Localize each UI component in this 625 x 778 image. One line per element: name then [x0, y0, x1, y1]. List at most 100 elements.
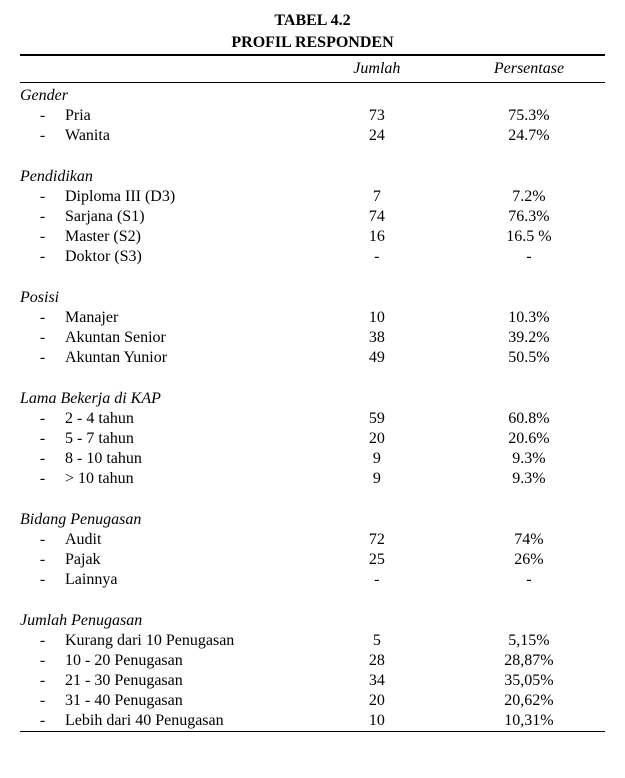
table-row: -5 - 7 tahun 20 20.6%	[20, 429, 605, 449]
item-jumlah: 25	[301, 550, 453, 570]
bullet-icon: -	[20, 329, 65, 347]
item-jumlah: -	[301, 247, 453, 267]
group-posisi: Posisi -Manajer 10 10.3% -Akuntan Senior…	[20, 285, 605, 386]
bullet-icon: -	[20, 228, 65, 246]
header-blank	[20, 55, 301, 83]
item-jumlah: -	[301, 570, 453, 590]
item-label: Pria	[65, 107, 91, 125]
table-row: -Doktor (S3) - -	[20, 247, 605, 267]
group-lama-bekerja: Lama Bekerja di KAP -2 - 4 tahun 59 60.8…	[20, 386, 605, 507]
table-row: -Manajer 10 10.3%	[20, 308, 605, 328]
bullet-icon: -	[20, 531, 65, 549]
item-label: Audit	[65, 531, 101, 549]
item-persen: 75.3%	[453, 106, 605, 126]
item-jumlah: 5	[301, 631, 453, 651]
item-persen: 28,87%	[453, 651, 605, 671]
table-row: -Sarjana (S1) 74 76.3%	[20, 207, 605, 227]
group-title: Bidang Penugasan	[20, 507, 605, 530]
table-row: -Wanita 24 24.7%	[20, 126, 605, 146]
bullet-icon: -	[20, 127, 65, 145]
item-persen: 10,31%	[453, 711, 605, 732]
item-label: 2 - 4 tahun	[65, 410, 134, 428]
item-persen: 7.2%	[453, 187, 605, 207]
item-persen: 9.3%	[453, 449, 605, 469]
table-row: -Lebih dari 40 Penugasan 10 10,31%	[20, 711, 605, 732]
item-jumlah: 34	[301, 671, 453, 691]
table-row: -8 - 10 tahun 9 9.3%	[20, 449, 605, 469]
item-persen: 9.3%	[453, 469, 605, 489]
bullet-icon: -	[20, 470, 65, 488]
item-label: Lebih dari 40 Penugasan	[65, 712, 224, 730]
bullet-icon: -	[20, 430, 65, 448]
group-title: Jumlah Penugasan	[20, 608, 605, 631]
bullet-icon: -	[20, 632, 65, 650]
item-persen: 35,05%	[453, 671, 605, 691]
bullet-icon: -	[20, 188, 65, 206]
item-jumlah: 10	[301, 711, 453, 732]
item-persen: -	[453, 247, 605, 267]
bullet-icon: -	[20, 712, 65, 730]
table-row: -Pajak 25 26%	[20, 550, 605, 570]
item-jumlah: 7	[301, 187, 453, 207]
table-number: TABEL 4.2	[20, 10, 605, 32]
item-persen: 10.3%	[453, 308, 605, 328]
item-label: 21 - 30 Penugasan	[65, 672, 183, 690]
item-label: Master (S2)	[65, 228, 141, 246]
item-persen: 20.6%	[453, 429, 605, 449]
bullet-icon: -	[20, 107, 65, 125]
table-row: -31 - 40 Penugasan 20 20,62%	[20, 691, 605, 711]
header-jumlah: Jumlah	[301, 55, 453, 83]
item-label: > 10 tahun	[65, 470, 134, 488]
bullet-icon: -	[20, 672, 65, 690]
item-jumlah: 9	[301, 469, 453, 489]
item-jumlah: 16	[301, 227, 453, 247]
item-jumlah: 24	[301, 126, 453, 146]
item-jumlah: 38	[301, 328, 453, 348]
item-persen: -	[453, 570, 605, 590]
item-label: 8 - 10 tahun	[65, 450, 142, 468]
item-persen: 16.5 %	[453, 227, 605, 247]
item-label: Lainnya	[65, 571, 117, 589]
header-persentase: Persentase	[453, 55, 605, 83]
group-gender: Gender -Pria 73 75.3% -Wanita 24 24.7%	[20, 83, 605, 165]
table-row: -Lainnya - -	[20, 570, 605, 590]
group-title: Pendidikan	[20, 164, 605, 187]
item-persen: 76.3%	[453, 207, 605, 227]
item-label: Diploma III (D3)	[65, 188, 175, 206]
item-jumlah: 10	[301, 308, 453, 328]
table-row: -Audit 72 74%	[20, 530, 605, 550]
item-label: Sarjana (S1)	[65, 208, 145, 226]
bullet-icon: -	[20, 410, 65, 428]
group-title: Lama Bekerja di KAP	[20, 386, 605, 409]
item-label: Kurang dari 10 Penugasan	[65, 632, 234, 650]
table-row: -Akuntan Senior 38 39.2%	[20, 328, 605, 348]
item-label: Doktor (S3)	[65, 248, 142, 266]
item-jumlah: 72	[301, 530, 453, 550]
table-row: -Akuntan Yunior 49 50.5%	[20, 348, 605, 368]
item-jumlah: 20	[301, 429, 453, 449]
bullet-icon: -	[20, 450, 65, 468]
item-label: Manajer	[65, 309, 118, 327]
item-persen: 24.7%	[453, 126, 605, 146]
item-label: Akuntan Yunior	[65, 349, 167, 367]
table-row: -Diploma III (D3) 7 7.2%	[20, 187, 605, 207]
group-bidang-penugasan: Bidang Penugasan -Audit 72 74% -Pajak 25…	[20, 507, 605, 608]
table-row: -Kurang dari 10 Penugasan 5 5,15%	[20, 631, 605, 651]
table-row: -2 - 4 tahun 59 60.8%	[20, 409, 605, 429]
table-title: PROFIL RESPONDEN	[20, 32, 605, 54]
profil-responden-table: Jumlah Persentase Gender -Pria 73 75.3% …	[20, 54, 605, 732]
table-row: -> 10 tahun 9 9.3%	[20, 469, 605, 489]
group-jumlah-penugasan: Jumlah Penugasan -Kurang dari 10 Penugas…	[20, 608, 605, 732]
item-persen: 60.8%	[453, 409, 605, 429]
group-title: Gender	[20, 83, 605, 107]
item-jumlah: 74	[301, 207, 453, 227]
bullet-icon: -	[20, 571, 65, 589]
item-jumlah: 20	[301, 691, 453, 711]
item-label: 10 - 20 Penugasan	[65, 652, 183, 670]
item-persen: 50.5%	[453, 348, 605, 368]
item-persen: 39.2%	[453, 328, 605, 348]
item-jumlah: 28	[301, 651, 453, 671]
bullet-icon: -	[20, 349, 65, 367]
bullet-icon: -	[20, 551, 65, 569]
item-label: Akuntan Senior	[65, 329, 166, 347]
